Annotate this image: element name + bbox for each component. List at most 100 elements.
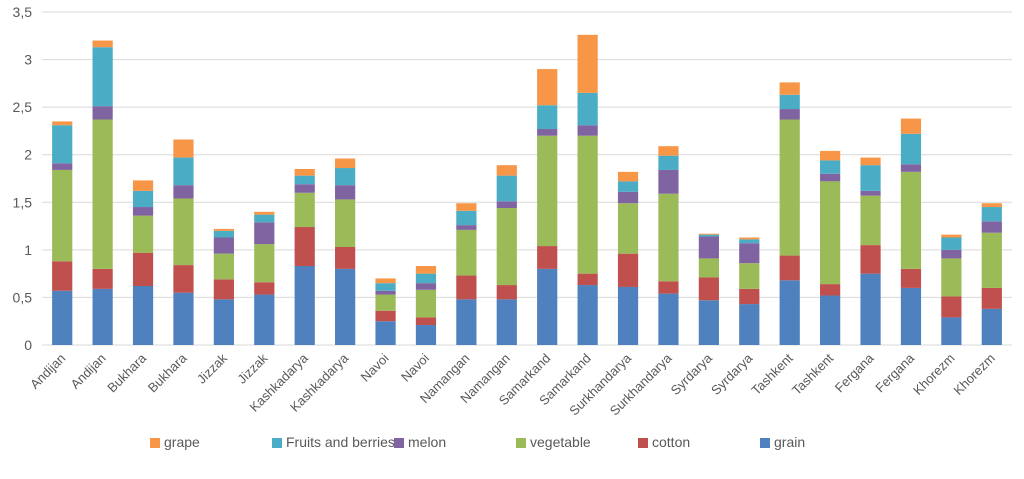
bar-segment-vegetable	[52, 169, 73, 262]
x-tick-label: Tashkent	[748, 350, 796, 398]
bar-segment-cotton	[335, 247, 356, 269]
gridlines	[42, 11, 1012, 346]
bar-segment-cotton	[900, 268, 922, 288]
bar-segment-grain	[456, 299, 477, 345]
bar-segment-vegetable	[860, 195, 881, 246]
bar-segment-fruits-and-berries	[173, 157, 194, 186]
bar-segment-melon	[335, 185, 356, 200]
bar-segment-fruits-and-berries	[779, 94, 800, 110]
bar-segment-fruits-and-berries	[617, 181, 639, 192]
bar-segment-grape	[294, 168, 315, 176]
bar-segment-vegetable	[254, 244, 275, 283]
bar-segment-melon	[213, 237, 234, 254]
bar-segment-grain	[860, 273, 881, 345]
bar-segment-fruits-and-berries	[335, 168, 356, 186]
bar-segment-grape	[941, 234, 962, 238]
bar-segment-melon	[698, 236, 719, 259]
y-tick-label: 0	[24, 337, 32, 353]
bar-segment-grain	[496, 299, 517, 345]
bar-segment-grape	[92, 40, 113, 48]
y-tick-label: 3	[24, 52, 32, 68]
bar-segment-grain	[92, 288, 113, 345]
y-tick-label: 2	[24, 147, 32, 163]
bar-segment-grape	[132, 180, 154, 191]
bar-segment-grain	[739, 304, 760, 345]
bar-segment-grain	[617, 286, 639, 345]
x-tick-label: Khorezm	[951, 351, 998, 398]
bar-segment-cotton	[577, 273, 598, 286]
legend-swatch	[638, 438, 648, 448]
bar-segment-cotton	[537, 246, 558, 269]
bar-segment-vegetable	[213, 253, 234, 280]
bar-segment-fruits-and-berries	[92, 47, 113, 107]
bar-segment-vegetable	[658, 193, 679, 282]
bar-segment-melon	[92, 106, 113, 120]
bar-segment-melon	[941, 249, 962, 259]
legend-label: grain	[774, 434, 805, 450]
bar-segment-cotton	[496, 285, 517, 300]
bar-segment-cotton	[294, 227, 315, 267]
bar-segment-grain	[900, 287, 922, 345]
bar-segment-fruits-and-berries	[52, 125, 73, 164]
bar-segment-vegetable	[698, 258, 719, 278]
bar-segment-fruits-and-berries	[981, 207, 1002, 222]
x-tick-label: Tashkent	[789, 350, 837, 398]
bar-segment-vegetable	[617, 203, 639, 254]
bar-segment-vegetable	[820, 181, 841, 285]
bar-segment-grain	[658, 293, 679, 345]
bar-segment-grain	[981, 308, 1002, 345]
bar-segment-grape	[173, 139, 194, 158]
bar-segment-melon	[981, 221, 1002, 233]
legend: grape Fruits and berries melon vegetable cot…	[150, 434, 805, 450]
bar-segment-cotton	[860, 245, 881, 274]
legend-swatch	[394, 438, 404, 448]
bar-segment-cotton	[739, 288, 760, 305]
bar-segment-fruits-and-berries	[820, 160, 841, 174]
x-tick-label: Andijan	[67, 351, 108, 392]
bar-segment-melon	[294, 184, 315, 193]
bar-segment-fruits-and-berries	[941, 237, 962, 250]
bar-segment-grape	[577, 34, 598, 93]
bar-segment-vegetable	[496, 207, 517, 286]
bar-segment-grain	[415, 325, 437, 345]
bar-segment-melon	[860, 190, 881, 196]
bar-segment-vegetable	[941, 258, 962, 297]
bar-segment-fruits-and-berries	[698, 234, 719, 237]
x-tick-label: Fergana	[832, 350, 877, 395]
bar-segment-melon	[52, 163, 73, 170]
bar-segment-grape	[415, 266, 437, 274]
bar-segment-fruits-and-berries	[375, 283, 396, 291]
bar-segment-vegetable	[415, 289, 437, 318]
legend-label: melon	[408, 434, 446, 450]
bar-segment-fruits-and-berries	[739, 239, 760, 244]
bar-segment-grape	[213, 228, 234, 231]
bar-segment-melon	[617, 191, 639, 204]
legend-label: cotton	[652, 434, 690, 450]
bar-segment-melon	[779, 109, 800, 120]
bar-segment-melon	[900, 164, 922, 172]
y-tick-label: 3,5	[13, 4, 33, 20]
legend-label: Fruits and berries	[286, 434, 395, 450]
bar-segment-grape	[335, 158, 356, 169]
bar-segment-grain	[173, 292, 194, 345]
bar-segment-fruits-and-berries	[294, 175, 315, 185]
bar-segment-melon	[820, 173, 841, 182]
bar-segment-cotton	[173, 265, 194, 293]
bar-segment-grape	[820, 150, 841, 161]
bar-segment-vegetable	[335, 199, 356, 248]
bar-segment-cotton	[92, 268, 113, 289]
x-tick-label: Syrdarya	[708, 350, 756, 398]
bar-segment-melon	[658, 169, 679, 194]
bar-segment-grape	[496, 165, 517, 176]
legend-swatch	[150, 438, 160, 448]
bar-segment-grain	[698, 300, 719, 345]
bar-segment-grain	[779, 280, 800, 345]
bar-segment-vegetable	[132, 215, 154, 253]
legend-swatch	[272, 438, 282, 448]
bar-segment-fruits-and-berries	[496, 175, 517, 202]
legend-swatch	[516, 438, 526, 448]
y-tick-label: 1	[24, 242, 32, 258]
bar-segment-melon	[415, 283, 437, 290]
bar-segment-grape	[52, 121, 73, 126]
